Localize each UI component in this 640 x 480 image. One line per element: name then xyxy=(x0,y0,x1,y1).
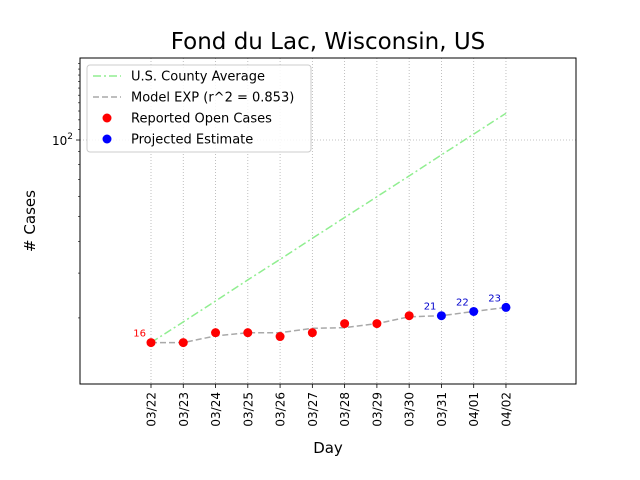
x-tick-label: 03/25 xyxy=(241,392,255,427)
data-label: 21 xyxy=(424,302,437,313)
legend-swatch xyxy=(102,113,112,123)
data-point xyxy=(501,302,511,312)
data-label: 22 xyxy=(456,297,469,308)
legend-swatch xyxy=(102,134,112,144)
data-point xyxy=(275,332,285,342)
x-tick-label: 03/23 xyxy=(177,392,191,427)
data-label: 16 xyxy=(133,329,146,340)
legend-entry: Reported Open Cases xyxy=(131,112,272,127)
x-tick-label: 03/31 xyxy=(435,392,449,427)
legend-entry: Model EXP (r^2 = 0.853) xyxy=(131,91,294,106)
x-tick-label: 04/01 xyxy=(467,392,481,427)
annotations: 16 21 22 23 xyxy=(133,293,501,339)
chart-title: Fond du Lac, Wisconsin, US xyxy=(171,29,486,55)
data-point xyxy=(404,311,414,321)
x-tick-label: 03/26 xyxy=(274,392,288,427)
data-point xyxy=(469,306,479,316)
data-label: 23 xyxy=(488,293,501,304)
data-point xyxy=(372,319,382,329)
legend-entry: U.S. County Average xyxy=(131,70,265,85)
y-tick-label: 102 xyxy=(52,132,73,148)
series-line xyxy=(151,306,507,344)
y-axis-label: # Cases xyxy=(21,190,39,252)
x-tick-label: 03/22 xyxy=(145,392,159,427)
x-tick-label: 03/30 xyxy=(403,392,417,427)
x-tick-label: 03/28 xyxy=(338,392,352,427)
series-line xyxy=(150,112,507,344)
x-axis-label: Day xyxy=(313,439,343,457)
data-point xyxy=(243,328,253,338)
data-point xyxy=(340,319,350,329)
x-tick-label: 03/27 xyxy=(306,392,320,427)
x-tick-label: 03/29 xyxy=(370,392,384,427)
x-tick-label: 04/02 xyxy=(499,392,513,427)
plot-frame xyxy=(79,57,577,385)
data-point xyxy=(178,338,188,348)
series-layer xyxy=(146,112,511,348)
data-point xyxy=(307,328,317,338)
data-point xyxy=(211,328,221,338)
data-point xyxy=(436,311,446,321)
legend-box xyxy=(86,64,312,153)
legend: U.S. County Average Model EXP (r^2 = 0.85… xyxy=(86,64,312,153)
x-tick-label: 03/24 xyxy=(209,392,223,427)
data-point xyxy=(146,338,156,348)
legend-entry: Projected Estimate xyxy=(131,133,253,148)
ticks: 03/22 03/23 03/24 03/25 03/26 03/27 03/28 03/29… xyxy=(52,63,513,427)
